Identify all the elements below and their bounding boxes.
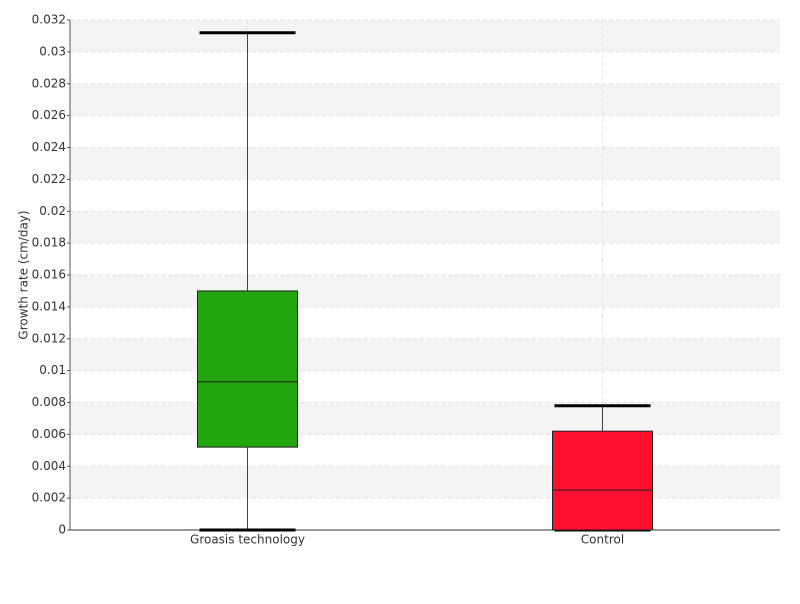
y-tick-label: 0.022 <box>32 172 66 186</box>
grid-band <box>70 275 780 307</box>
y-tick-label: 0.032 <box>32 13 66 27</box>
grid-band <box>70 211 780 244</box>
y-tick-label: 0.03 <box>39 44 66 58</box>
y-tick-label: 0.014 <box>32 299 66 313</box>
y-tick-label: 0.006 <box>32 427 66 441</box>
y-tick-label: 0.026 <box>32 108 66 122</box>
grid-band <box>70 20 780 52</box>
grid-band <box>70 338 780 371</box>
x-tick-label: Groasis technology <box>190 533 305 547</box>
y-tick-label: 0.02 <box>39 204 66 218</box>
grid-band <box>70 402 780 435</box>
y-tick-label: 0.012 <box>32 331 66 345</box>
box <box>197 290 298 448</box>
box <box>552 430 653 531</box>
y-tick-label: 0.002 <box>32 491 66 505</box>
y-tick-label: 0.016 <box>32 268 66 282</box>
grid-band <box>70 147 780 180</box>
y-tick-label: 0.008 <box>32 395 66 409</box>
y-tick-label: 0.028 <box>32 76 66 90</box>
x-tick-label: Control <box>581 533 624 547</box>
y-tick-label: 0.024 <box>32 140 66 154</box>
y-tick-label: 0.01 <box>39 363 66 377</box>
y-tick-label: 0 <box>58 523 66 537</box>
y-axis-label: Growth rate (cm/day) <box>17 210 31 339</box>
y-tick-label: 0.018 <box>32 236 66 250</box>
grid-band <box>70 83 780 116</box>
grid-band <box>70 466 780 499</box>
y-tick-label: 0.004 <box>32 459 66 473</box>
